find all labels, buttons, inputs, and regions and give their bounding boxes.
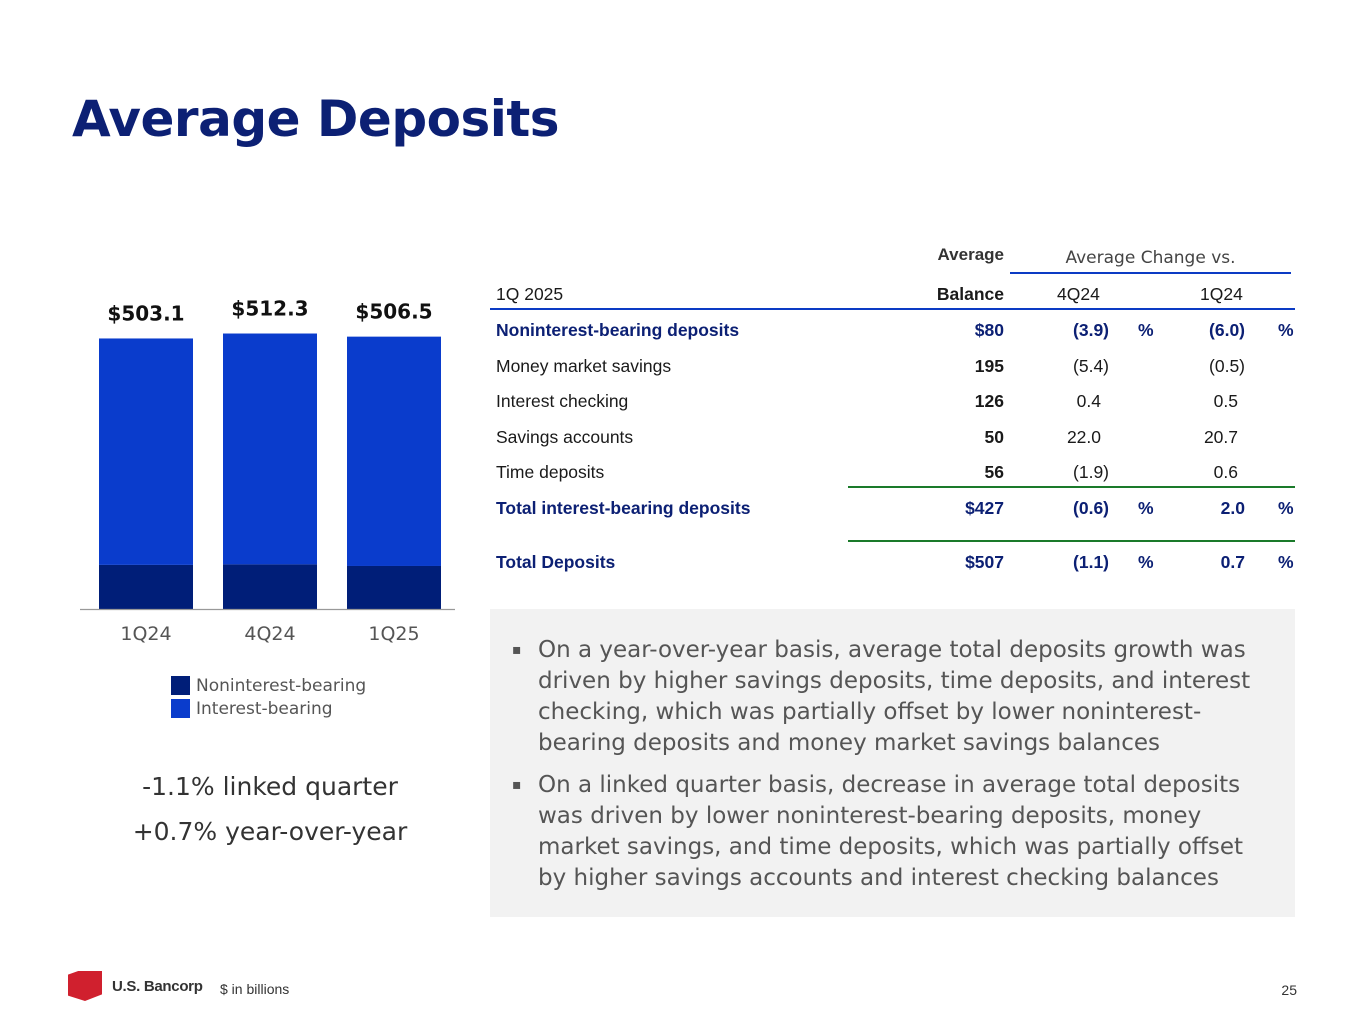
bar-noninterest-4q24 [223, 564, 317, 609]
x-tick-label-1q25: 1Q25 [368, 623, 419, 645]
row-label: Money market savings [496, 356, 672, 376]
row-pct-1q24: % [1278, 498, 1294, 518]
summary-linked-quarter: -1.1% linked quarter [142, 772, 398, 801]
row-change-1q24: 0.7 [1220, 552, 1245, 572]
legend-item-interest: Interest-bearing [171, 697, 366, 720]
table-row: Noninterest-bearing deposits $80 (3.9) %… [490, 320, 1295, 350]
row-balance: $427 [965, 498, 1004, 518]
shield-logo-icon [68, 971, 102, 1001]
company-logo: U.S. Bancorp [68, 971, 203, 1001]
row-change-4q24: (1.9) [1073, 462, 1109, 482]
x-tick-label-1q24: 1Q24 [120, 623, 171, 645]
legend-item-noninterest: Noninterest-bearing [171, 674, 366, 697]
x-tick-label-4q24: 4Q24 [244, 623, 295, 645]
header-average: Average [937, 245, 1004, 264]
row-balance: 56 [984, 462, 1004, 482]
commentary-box: On a year-over-year basis, average total… [490, 609, 1295, 917]
row-pct-1q24: % [1278, 320, 1294, 340]
row-balance: 126 [974, 391, 1004, 411]
table-row-subtotal: Total interest-bearing deposits $427 (0.… [490, 498, 1295, 528]
deposits-bar-chart: $503.1 1Q24 $512.3 4Q24 $506.5 1Q25 [80, 297, 455, 645]
header-period: 1Q 2025 [496, 284, 564, 304]
total-divider [848, 540, 1295, 542]
bar-interest-4q24 [223, 333, 317, 565]
row-change-4q24: 0.4 [1076, 391, 1101, 411]
row-change-4q24: (5.4) [1073, 356, 1109, 376]
row-balance: $80 [974, 320, 1004, 340]
legend-swatch-noninterest [171, 676, 190, 695]
row-balance: 195 [974, 356, 1004, 376]
table-row: Interest checking 126 0.4 0.5 [490, 391, 1295, 421]
legend-label-noninterest: Noninterest-bearing [196, 675, 367, 696]
bar-interest-1q25 [347, 336, 441, 566]
row-change-1q24: (6.0) [1209, 320, 1245, 340]
row-pct-4q24: % [1138, 498, 1154, 518]
legend-label-interest: Interest-bearing [196, 698, 333, 719]
page-number: 25 [1281, 982, 1297, 998]
chart-legend: Noninterest-bearing Interest-bearing [171, 674, 366, 720]
summary-year-over-year: +0.7% year-over-year [132, 817, 408, 846]
table-row: Money market savings 195 (5.4) (0.5) [490, 356, 1295, 386]
bar-noninterest-1q25 [347, 565, 441, 609]
row-pct-4q24: % [1138, 552, 1154, 572]
units-note: $ in billions [220, 981, 290, 997]
header-average-change: Average Change vs. [1010, 248, 1291, 274]
total-label-1q24: $503.1 [107, 301, 184, 325]
header-4q24: 4Q24 [1057, 284, 1100, 304]
table-row-total: Total Deposits $507 (1.1) % 0.7 % [490, 552, 1295, 582]
total-label-4q24: $512.3 [231, 297, 308, 321]
bar-noninterest-1q24 [99, 564, 193, 609]
row-change-1q24: 0.6 [1213, 462, 1238, 482]
commentary-list: On a year-over-year basis, average total… [490, 609, 1295, 894]
subtotal-divider [848, 486, 1295, 488]
row-label: Savings accounts [496, 427, 634, 447]
table-row: Savings accounts 50 22.0 20.7 [490, 427, 1295, 457]
row-change-1q24: 2.0 [1220, 498, 1245, 518]
row-pct-4q24: % [1138, 320, 1154, 340]
row-label: Interest checking [496, 391, 629, 411]
row-change-1q24: (0.5) [1209, 356, 1245, 376]
row-label: Noninterest-bearing deposits [496, 320, 740, 340]
header-balance: Balance [936, 284, 1004, 304]
logo-text: U.S. Bancorp [112, 977, 203, 995]
row-label: Time deposits [496, 462, 605, 482]
row-change-1q24: 20.7 [1203, 427, 1238, 447]
row-balance: 50 [984, 427, 1004, 447]
row-change-4q24: (1.1) [1073, 552, 1109, 572]
bar-interest-1q24 [99, 338, 193, 565]
commentary-bullet-yoy: On a year-over-year basis, average total… [512, 635, 1265, 759]
table-header-row: 1Q 2025 Balance 4Q24 1Q24 [490, 282, 1295, 310]
row-change-4q24: (3.9) [1073, 320, 1109, 340]
row-change-4q24: (0.6) [1073, 498, 1109, 518]
total-label-1q25: $506.5 [355, 300, 432, 324]
row-change-1q24: 0.5 [1213, 391, 1238, 411]
row-pct-1q24: % [1278, 552, 1294, 572]
table-row: Time deposits 56 (1.9) 0.6 [490, 462, 1295, 492]
row-change-4q24: 22.0 [1066, 427, 1101, 447]
commentary-bullet-lq: On a linked quarter basis, decrease in a… [512, 770, 1265, 894]
row-label: Total interest-bearing deposits [496, 498, 751, 518]
page-title: Average Deposits [72, 90, 560, 148]
legend-swatch-interest [171, 699, 190, 718]
row-balance: $507 [965, 552, 1004, 572]
header-1q24: 1Q24 [1200, 284, 1243, 304]
row-label: Total Deposits [496, 552, 616, 572]
